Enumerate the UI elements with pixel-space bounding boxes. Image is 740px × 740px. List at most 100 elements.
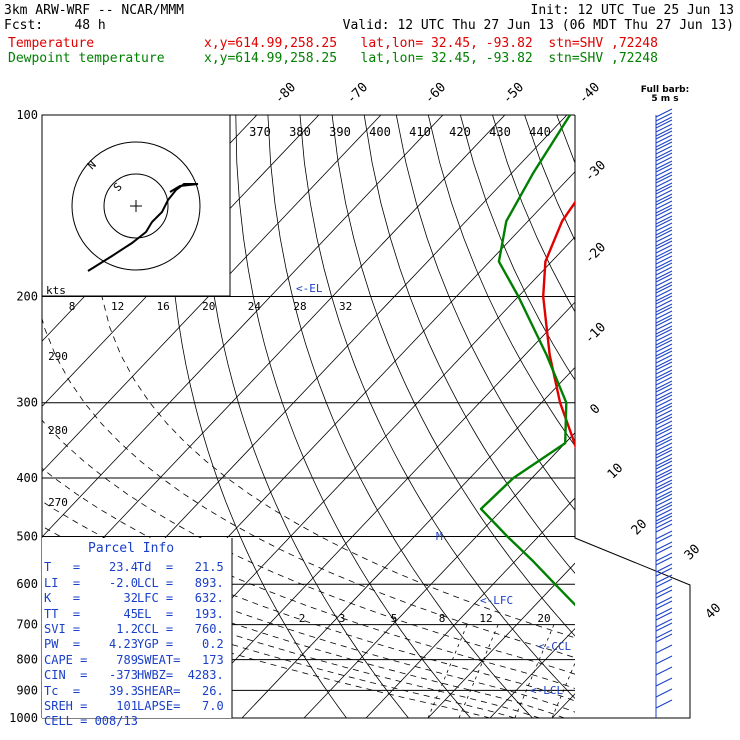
wind-barb: [655, 361, 673, 371]
wind-barb: [655, 248, 673, 258]
wind-barb: [655, 112, 673, 122]
level-annotation: <-LCL: [530, 684, 563, 697]
hodograph-ring-inner: [103, 173, 169, 239]
wind-barb: [655, 200, 673, 210]
wind-barb: [655, 215, 673, 225]
pressure-tick-label: 100: [16, 108, 38, 122]
isotherm-line: [365, 497, 575, 718]
wind-barb: [655, 343, 673, 353]
wind-barb: [655, 207, 673, 217]
isotherm-line: [241, 366, 575, 718]
full-barb-units: 5 m s: [651, 94, 679, 104]
isotherm-tick-label: 20: [629, 517, 651, 539]
pressure-tick-label: 1000: [9, 711, 38, 725]
dry-adiabat-line: [427, 115, 575, 447]
full-barb-label: Full barb:: [640, 85, 690, 95]
level-annotation: <-CCL: [538, 640, 571, 653]
dewpoint-legend-label: Dewpoint temperature: [8, 51, 165, 66]
wind-barb: [655, 317, 673, 327]
full-barb-legend: Full barb: 5 m s: [630, 86, 700, 104]
wind-barb: [655, 475, 673, 485]
parcel-info-value: LCL = 893.: [137, 575, 224, 590]
wind-speed-tick-label: 12: [111, 300, 124, 313]
pressure-tick-label: 600: [16, 577, 38, 591]
mixing-ratio-label: 3: [339, 612, 346, 625]
wind-barb: [655, 376, 673, 386]
parcel-info-key: SVI = 1.2: [44, 622, 138, 637]
pressure-tick-label: 700: [16, 618, 38, 632]
wind-barb: [655, 204, 673, 214]
wind-barb: [655, 127, 673, 137]
wind-barb: [655, 508, 673, 518]
wind-barb: [655, 541, 673, 551]
mixing-ratio-label: 20: [537, 612, 550, 625]
parcel-info-row: CAPE = 789 SWEAT= 173: [44, 653, 230, 668]
wind-barb: [655, 226, 673, 236]
init-time: Init: 12 UTC Tue 25 Jun 13: [530, 3, 735, 18]
wind-barb: [655, 332, 673, 342]
wind-barb: [655, 130, 673, 140]
parcel-info-key: CAPE = 789: [44, 652, 138, 667]
wind-barb: [655, 589, 673, 599]
level-annotation: <-EL: [296, 282, 323, 295]
wind-barb: [655, 398, 673, 408]
wind-barb: [655, 574, 673, 584]
isotherm-tick-label: -40: [576, 80, 603, 107]
wind-barb: [655, 189, 673, 199]
wind-barb: [655, 699, 673, 709]
parcel-info-value: CCL = 760.: [137, 622, 224, 637]
wind-barb: [655, 336, 673, 346]
parcel-info-key: LI = -2.0: [44, 575, 138, 590]
wind-barb: [655, 145, 673, 155]
theta-e-label: 430: [489, 125, 511, 139]
wind-barb: [655, 607, 673, 617]
parcel-info-value: LFC = 632.: [137, 591, 224, 606]
parcel-info-key: CELL = 008/13: [44, 714, 138, 729]
model-title: 3km ARW-WRF -- NCAR/MMM: [4, 3, 185, 18]
wind-barb: [655, 563, 673, 573]
isotherm-tick-label: -70: [344, 80, 371, 107]
wind-barb: [655, 262, 673, 272]
wind-barb: [655, 339, 673, 349]
wind-barb: [655, 644, 673, 654]
wind-barb: [655, 519, 673, 529]
wind-barb: [655, 567, 673, 577]
wind-barb: [655, 266, 673, 276]
parcel-info-value: HWBZ= 4283.: [137, 668, 224, 683]
mixing-ratio-label: 2: [299, 612, 306, 625]
isotherm-line: [614, 115, 740, 718]
pressure-tick-label: 400: [16, 471, 38, 485]
wind-barb: [655, 185, 673, 195]
parcel-info-row: LI = -2.0 LCL = 893.: [44, 576, 230, 591]
wind-barb: [655, 163, 673, 173]
dry-adiabat-line: [395, 115, 575, 511]
forecast-hour: Fcst: 48 h: [4, 18, 106, 33]
wind-barb: [655, 402, 673, 412]
wind-barb: [655, 193, 673, 203]
wind-barb: [655, 460, 673, 470]
wind-barb: [655, 347, 673, 357]
wind-barb: [655, 424, 673, 434]
dry-adiabat-line: [331, 115, 575, 637]
wind-barb: [655, 523, 673, 533]
wind-barb: [655, 457, 673, 467]
wind-barb: [655, 427, 673, 437]
mixing-ratio-line: [592, 625, 631, 718]
wind-barb: [655, 284, 673, 294]
wind-barb: [655, 482, 673, 492]
wind-barb: [655, 611, 673, 621]
wind-barb: [655, 138, 673, 148]
wind-barb: [655, 618, 673, 628]
isotherm-tick-label: 30: [682, 542, 704, 564]
parcel-box-bg: [42, 538, 232, 718]
wind-barb: [655, 244, 673, 254]
parcel-info-value: YGP = 0.2: [137, 637, 224, 652]
dry-adiabat-line: [267, 115, 533, 718]
wind-barb: [655, 233, 673, 243]
isotherm-tick-label: 40: [703, 601, 725, 623]
parcel-info-key: TT = 45: [44, 606, 138, 621]
parcel-info-row: CIN = -373 HWBZ= 4283.: [44, 668, 230, 683]
moist-adiabat-line: [42, 316, 575, 659]
wind-barb: [655, 295, 673, 305]
